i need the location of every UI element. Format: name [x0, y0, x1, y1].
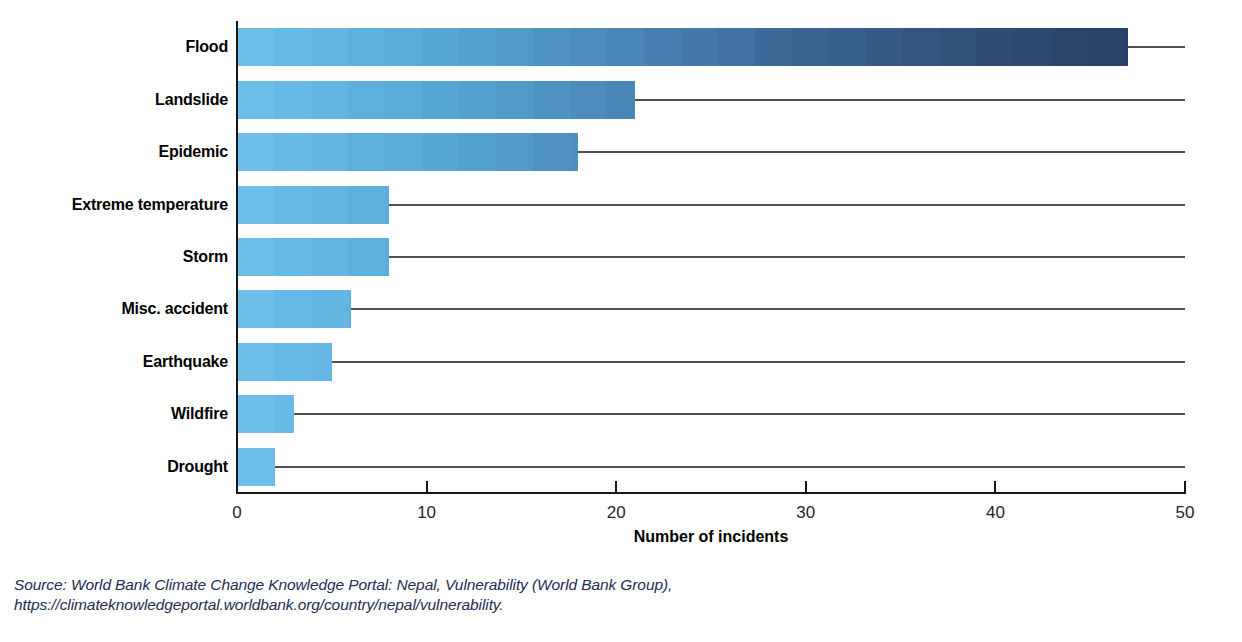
category-label: Drought [0, 457, 228, 477]
category-gridline [237, 413, 1185, 415]
y-axis-line [236, 21, 238, 493]
category-gridline [237, 361, 1185, 363]
plot-area [237, 21, 1185, 493]
bar-flood [237, 28, 1128, 66]
x-tick-label: 10 [417, 503, 436, 523]
x-axis-line [236, 492, 1186, 494]
category-label: Extreme temperature [0, 195, 228, 215]
x-tick-label: 50 [1176, 503, 1195, 523]
category-label: Flood [0, 37, 228, 57]
x-tick-label: 30 [796, 503, 815, 523]
source-note: Source: World Bank Climate Change Knowle… [14, 575, 672, 615]
category-label: Landslide [0, 90, 228, 110]
bar-landslide [237, 81, 635, 119]
x-tick-label: 0 [232, 503, 241, 523]
category-label: Earthquake [0, 352, 228, 372]
bar-extreme-temperature [237, 186, 389, 224]
x-axis-title: Number of incidents [237, 528, 1185, 546]
source-line-1: Source: World Bank Climate Change Knowle… [14, 575, 672, 595]
category-label: Storm [0, 247, 228, 267]
category-label: Epidemic [0, 142, 228, 162]
bar-misc-accident [237, 290, 351, 328]
x-tick-label: 20 [607, 503, 626, 523]
bar-chart-nepal-incidents: Flood Landslide Epidemic Extreme temperatur… [0, 0, 1242, 642]
bar-storm [237, 238, 389, 276]
category-gridline [237, 466, 1185, 468]
source-line-2: https://climateknowledgeportal.worldbank… [14, 595, 672, 615]
category-label: Misc. accident [0, 299, 228, 319]
bar-wildfire [237, 395, 294, 433]
bar-drought [237, 448, 275, 486]
bar-epidemic [237, 133, 578, 171]
category-label: Wildfire [0, 404, 228, 424]
category-gridline [237, 308, 1185, 310]
bar-earthquake [237, 343, 332, 381]
x-tick-label: 40 [986, 503, 1005, 523]
